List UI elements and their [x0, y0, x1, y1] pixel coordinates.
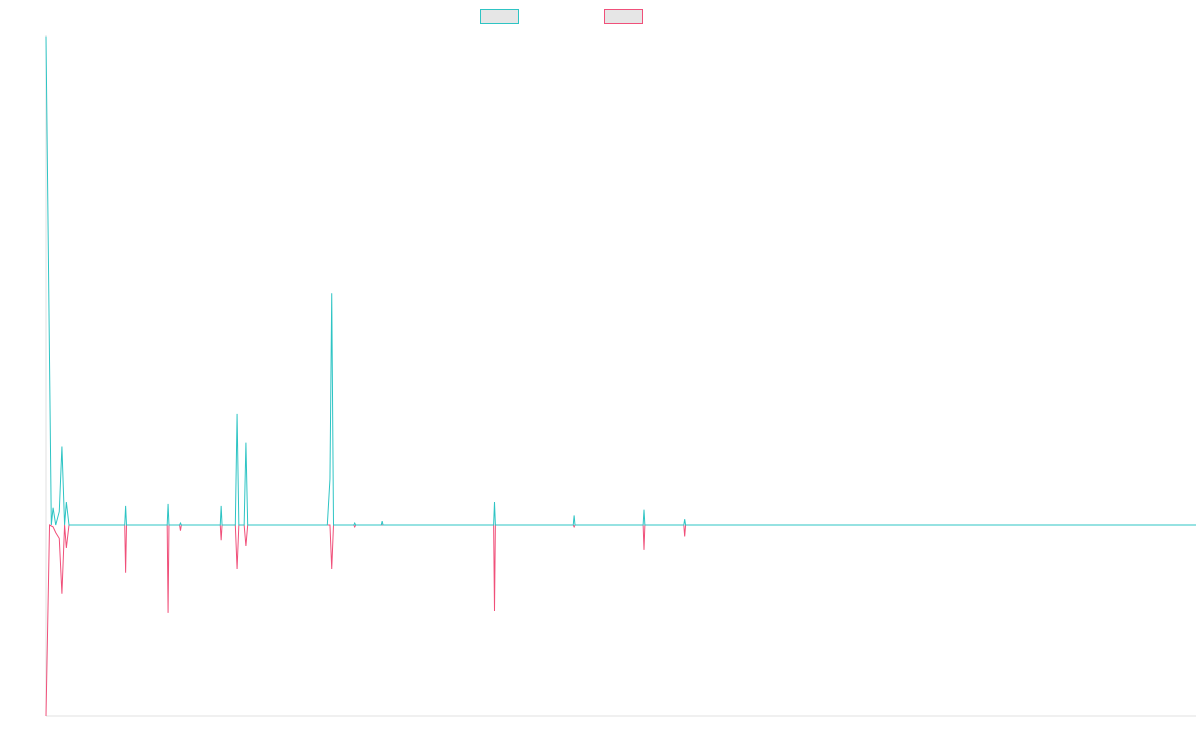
legend-swatch-series-1[interactable] — [480, 9, 519, 24]
series-line-1 — [45, 36, 1196, 526]
legend-swatch-series-2[interactable] — [604, 9, 643, 24]
series-line-2 — [45, 524, 1196, 717]
